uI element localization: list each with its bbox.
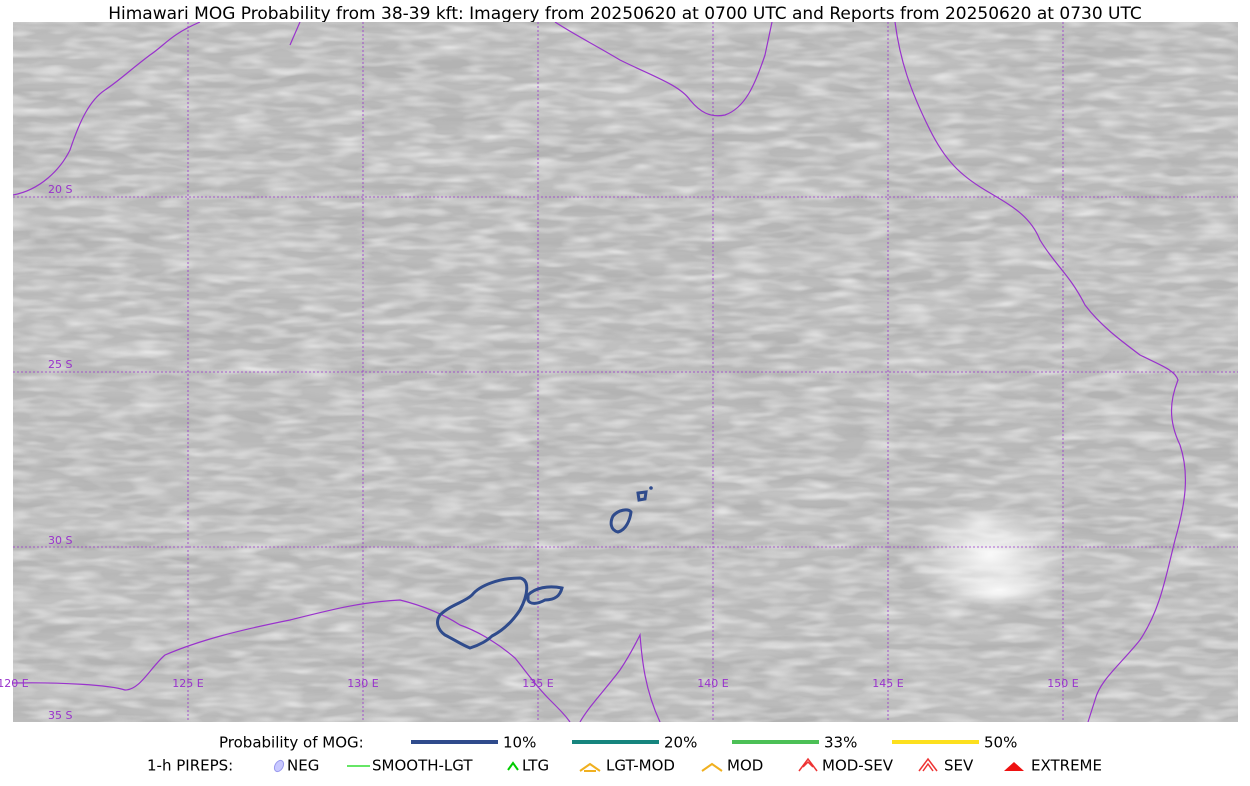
legend-entry: 33% xyxy=(824,734,857,752)
coastline xyxy=(13,599,571,722)
contour-10 xyxy=(649,486,653,490)
coastline xyxy=(894,22,1187,722)
lat-label: 35 S xyxy=(48,709,72,722)
storm-clouds xyxy=(940,575,1060,605)
lon-label: 145 E xyxy=(872,677,903,690)
contour-10 xyxy=(526,585,564,605)
lon-label: 120 E xyxy=(0,677,29,690)
icon-lgt-mod xyxy=(579,762,601,772)
coastline xyxy=(554,22,773,117)
coastline xyxy=(13,22,201,196)
legend: Probability of MOG: 10% 20% 33% 50% 1-h … xyxy=(147,734,1102,775)
icon-neg xyxy=(273,759,285,773)
legend-entry: NEG xyxy=(287,757,319,775)
legend-entry: 10% xyxy=(503,734,536,752)
contour-10 xyxy=(609,508,633,534)
legend-entry: LTG xyxy=(522,757,549,775)
legend-entry: LGT-MOD xyxy=(606,757,675,775)
legend-entry: 20% xyxy=(664,734,697,752)
coastlines xyxy=(13,22,1187,722)
legend-entry: MOD xyxy=(727,757,763,775)
icon-mod xyxy=(701,762,723,772)
probability-contours xyxy=(436,486,653,650)
lon-label: 135 E xyxy=(522,677,553,690)
lon-label: 125 E xyxy=(172,677,203,690)
lat-label: 25 S xyxy=(48,358,72,371)
legend-entry: SEV xyxy=(944,757,974,775)
icon-extreme xyxy=(1004,762,1024,771)
title: Himawari MOG Probability from 38-39 kft:… xyxy=(108,4,1142,24)
contour-10 xyxy=(436,576,529,650)
lon-label: 150 E xyxy=(1047,677,1078,690)
graticule xyxy=(13,22,1238,722)
legend-entry: MOD-SEV xyxy=(822,757,894,775)
contour-10 xyxy=(636,490,648,502)
coastline xyxy=(579,632,661,722)
legend-label: Probability of MOG: xyxy=(219,734,364,752)
map xyxy=(13,22,1238,722)
lon-label: 130 E xyxy=(347,677,378,690)
lat-label: 20 S xyxy=(48,183,72,196)
legend-entry: 50% xyxy=(984,734,1017,752)
icon-mod-sev xyxy=(798,757,818,772)
grid-labels: 20 S 25 S 30 S 35 S 120 E 125 E 130 E 13… xyxy=(0,183,1079,722)
lat-label: 30 S xyxy=(48,534,72,547)
legend-entry: SMOOTH-LGT xyxy=(372,757,473,775)
coastline xyxy=(289,22,301,46)
legend-label: 1-h PIREPS: xyxy=(147,757,233,775)
legend-entry: EXTREME xyxy=(1031,757,1102,775)
icon-sev xyxy=(918,757,938,772)
icon-ltg xyxy=(507,761,519,771)
lon-label: 140 E xyxy=(697,677,728,690)
